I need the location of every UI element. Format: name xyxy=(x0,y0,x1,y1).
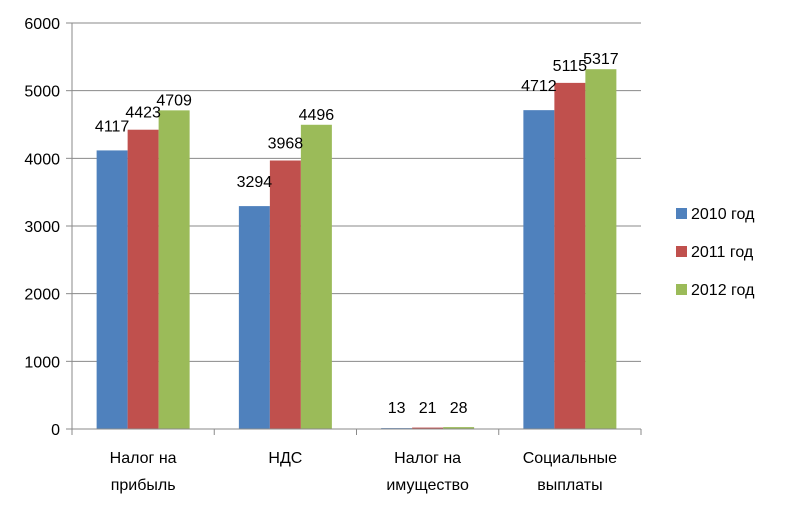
legend-label: 2011 год xyxy=(691,244,754,261)
bar xyxy=(443,427,475,429)
bars xyxy=(96,69,617,430)
y-tick-label: 0 xyxy=(51,422,60,439)
data-label: 5115 xyxy=(553,58,588,75)
bar xyxy=(238,206,270,429)
data-label: 4712 xyxy=(521,78,557,95)
legend-label: 2010 год xyxy=(691,206,755,223)
data-label: 3968 xyxy=(268,135,304,152)
data-label: 3294 xyxy=(237,174,273,191)
x-tick-label: Налог на xyxy=(394,450,461,467)
bar xyxy=(412,427,444,429)
legend: 2010 год 2011 год 2012 год xyxy=(676,206,755,299)
bar xyxy=(300,124,332,430)
y-tick-label: 4000 xyxy=(24,151,60,168)
data-label: 4117 xyxy=(95,118,130,135)
bar xyxy=(96,150,128,430)
x-tick-label: Налог на xyxy=(110,450,177,467)
data-label: 5317 xyxy=(583,51,619,68)
data-labels: 4117 3294 13 4712 4423 3968 21 5115 4709 4496 28 53… xyxy=(95,51,619,417)
data-label: 4423 xyxy=(125,105,161,122)
bar xyxy=(158,110,190,429)
y-tick-label: 3000 xyxy=(24,219,60,236)
bar xyxy=(585,69,617,429)
bar xyxy=(269,160,301,430)
data-label: 13 xyxy=(388,400,406,417)
legend-swatch xyxy=(676,284,687,295)
x-tick-label: выплаты xyxy=(537,477,602,494)
x-tick-label: НДС xyxy=(268,450,302,467)
x-tick-label: прибыль xyxy=(111,477,176,494)
bar xyxy=(127,129,159,429)
y-tick-label: 1000 xyxy=(24,354,60,371)
bar xyxy=(554,82,586,429)
legend-swatch xyxy=(676,208,687,219)
axes: 0 1000 2000 3000 4000 5000 6000 Налог на прибыль… xyxy=(24,16,642,494)
y-tick-label: 5000 xyxy=(24,84,60,101)
x-tick-label: Социальные xyxy=(523,450,617,467)
y-tick-label: 2000 xyxy=(24,287,60,304)
data-label: 4709 xyxy=(156,92,192,109)
bar xyxy=(523,110,555,429)
data-label: 4496 xyxy=(299,107,335,124)
data-label: 21 xyxy=(419,400,437,417)
legend-label: 2012 год xyxy=(691,282,755,299)
data-label: 28 xyxy=(450,400,468,417)
legend-swatch xyxy=(676,246,687,257)
y-tick-label: 6000 xyxy=(24,16,60,33)
x-tick-label: имущество xyxy=(386,477,469,494)
